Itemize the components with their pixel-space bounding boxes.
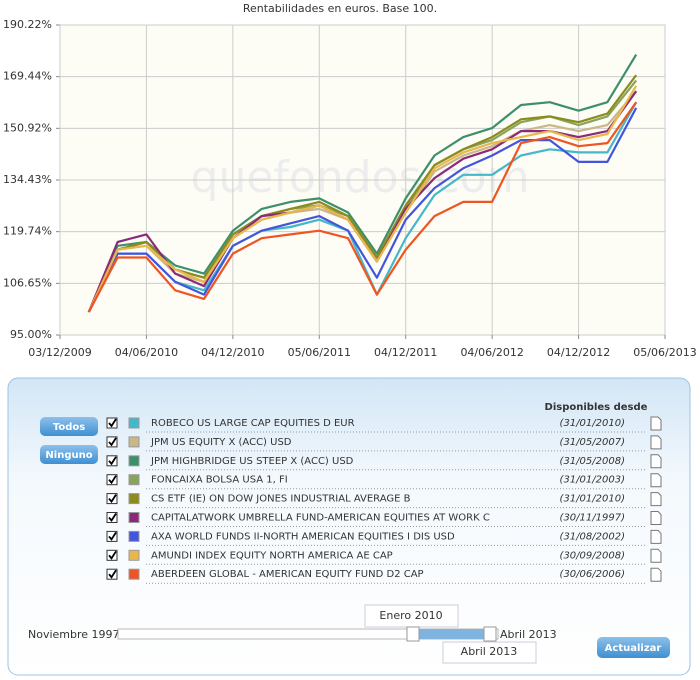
document-icon[interactable] bbox=[650, 454, 662, 469]
chart-title: Rentabilidades en euros. Base 100. bbox=[243, 2, 437, 15]
series-line bbox=[87, 54, 638, 313]
checkbox[interactable] bbox=[106, 455, 118, 467]
fund-since: (30/09/2008) bbox=[560, 550, 625, 561]
document-icon[interactable] bbox=[650, 511, 662, 525]
series-line bbox=[87, 101, 638, 313]
checkbox[interactable] bbox=[106, 530, 118, 542]
x-tick-label: 05/06/2013 bbox=[633, 346, 696, 359]
checkmark bbox=[108, 475, 117, 485]
x-tick-label: 04/06/2012 bbox=[460, 346, 523, 359]
slider-handle[interactable] bbox=[483, 626, 497, 642]
fund-since: (31/01/2010) bbox=[560, 418, 625, 429]
fund-name[interactable]: JPM HIGHBRIDGE US STEEP X (ACC) USD bbox=[150, 456, 354, 467]
y-tick-label: 169.44% bbox=[3, 70, 52, 83]
select-all-button[interactable] bbox=[40, 417, 98, 436]
document-icon[interactable] bbox=[650, 529, 662, 544]
series-line bbox=[87, 107, 638, 313]
select-none-label[interactable]: Ninguno bbox=[45, 450, 92, 461]
slider-range bbox=[413, 629, 490, 639]
checkbox[interactable] bbox=[106, 568, 118, 580]
fund-since: (30/11/1997) bbox=[560, 513, 625, 524]
legend-swatch bbox=[128, 455, 140, 467]
update-label[interactable]: Actualizar bbox=[605, 643, 662, 654]
x-tick-label: 04/12/2011 bbox=[374, 346, 437, 359]
legend-swatch bbox=[128, 474, 140, 486]
checkbox[interactable] bbox=[106, 474, 118, 486]
update-button[interactable] bbox=[597, 637, 670, 658]
x-tick-label: 05/06/2011 bbox=[288, 346, 351, 359]
legend-swatch bbox=[128, 436, 140, 448]
legend-swatch bbox=[128, 530, 140, 542]
document-icon[interactable] bbox=[650, 435, 662, 450]
x-tick-label: 04/12/2010 bbox=[201, 346, 264, 359]
checkbox[interactable] bbox=[106, 512, 118, 523]
checkmark bbox=[108, 531, 117, 541]
checkmark bbox=[108, 513, 117, 523]
checkbox[interactable] bbox=[106, 436, 118, 448]
checkbox[interactable] bbox=[106, 417, 118, 429]
select-none-button[interactable] bbox=[40, 445, 98, 464]
fund-since: (31/01/2003) bbox=[560, 475, 625, 486]
fund-name[interactable]: FONCAIXA BOLSA USA 1, FI bbox=[151, 475, 288, 486]
from-label: Enero 2010 bbox=[379, 609, 442, 622]
watermark: quefondos.com bbox=[191, 152, 530, 203]
fund-name[interactable]: ROBECO US LARGE CAP EQUITIES D EUR bbox=[151, 418, 355, 429]
fund-name[interactable]: JPM US EQUITY X (ACC) USD bbox=[150, 437, 292, 448]
fund-name[interactable]: AXA WORLD FUNDS II-NORTH AMERICAN EQUITI… bbox=[151, 531, 455, 542]
checkmark bbox=[108, 437, 117, 447]
y-tick-label: 190.22% bbox=[3, 18, 52, 31]
fund-panel bbox=[7, 377, 691, 676]
range-start: Noviembre 1997 bbox=[28, 628, 120, 641]
fund-since: (31/05/2007) bbox=[560, 437, 625, 448]
document-icon[interactable] bbox=[650, 548, 662, 563]
range-end: Abril 2013 bbox=[500, 628, 557, 641]
document-icon[interactable] bbox=[650, 567, 662, 582]
to-label: Abril 2013 bbox=[461, 645, 518, 658]
x-tick-label: 03/12/2009 bbox=[28, 346, 91, 359]
checkbox[interactable] bbox=[106, 549, 118, 561]
to-box bbox=[442, 641, 537, 664]
slider-track[interactable] bbox=[117, 628, 499, 640]
checkbox[interactable] bbox=[106, 493, 118, 505]
fund-name[interactable]: ABERDEEN GLOBAL - AMERICAN EQUITY FUND D… bbox=[151, 569, 424, 580]
y-tick-label: 95.00% bbox=[10, 328, 52, 341]
fund-name[interactable]: AMUNDI INDEX EQUITY NORTH AMERICA AE CAP bbox=[151, 550, 393, 561]
legend-swatch bbox=[128, 417, 140, 429]
document-icon[interactable] bbox=[650, 473, 662, 488]
fund-since: (31/01/2010) bbox=[560, 494, 625, 505]
series-line bbox=[87, 85, 638, 313]
fund-since: (31/05/2008) bbox=[560, 456, 625, 467]
x-tick-label: 04/06/2010 bbox=[115, 346, 178, 359]
document-icon[interactable] bbox=[650, 492, 662, 507]
fund-since: (30/06/2006) bbox=[560, 569, 625, 580]
y-tick-label: 119.74% bbox=[3, 225, 52, 238]
fund-name[interactable]: CAPITALATWORK UMBRELLA FUND-AMERICAN EQU… bbox=[151, 513, 490, 524]
checkmark bbox=[108, 456, 117, 466]
checkmark bbox=[108, 418, 117, 428]
y-tick-label: 134.43% bbox=[3, 173, 52, 186]
select-all-label[interactable]: Todos bbox=[53, 422, 85, 433]
legend-swatch bbox=[128, 568, 140, 580]
legend-swatch bbox=[128, 549, 140, 561]
legend-swatch bbox=[128, 493, 140, 505]
y-tick-label: 150.92% bbox=[3, 121, 52, 134]
fund-name[interactable]: CS ETF (IE) ON DOW JONES INDUSTRIAL AVER… bbox=[151, 494, 411, 505]
y-tick-label: 106.65% bbox=[3, 276, 52, 289]
legend-swatch bbox=[128, 512, 140, 523]
since-header: Disponibles desde bbox=[545, 402, 648, 413]
checkmark bbox=[108, 569, 117, 579]
x-tick-label: 04/12/2012 bbox=[547, 346, 610, 359]
checkmark bbox=[108, 550, 117, 560]
slider-handle[interactable] bbox=[406, 626, 420, 642]
fund-since: (31/08/2002) bbox=[560, 531, 625, 542]
checkmark bbox=[108, 494, 117, 504]
document-icon[interactable] bbox=[650, 416, 662, 431]
